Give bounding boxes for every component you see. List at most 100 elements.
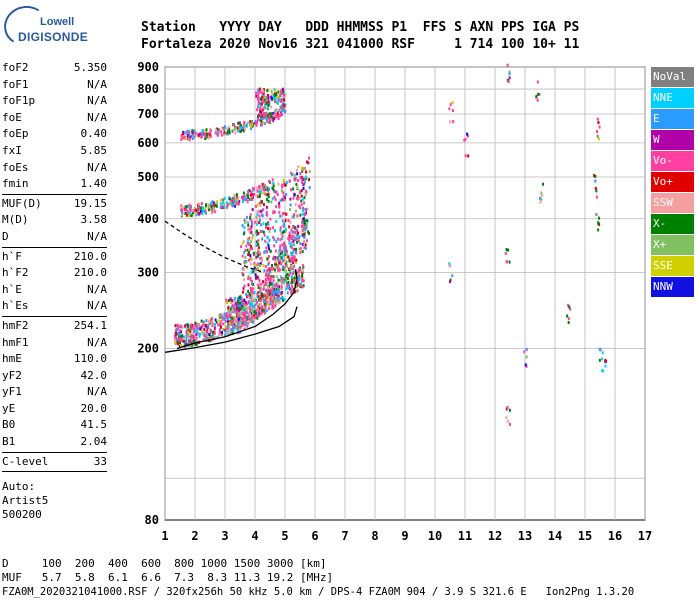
echo-point [199,209,202,213]
echo-point [246,294,249,298]
echo-point [264,103,267,107]
echo-point [303,235,306,239]
echo-point [288,179,291,183]
echo-point [201,323,204,327]
echo-point [277,264,280,268]
param-name: hmE [2,352,22,366]
echo-point [282,246,285,250]
echo-point [205,132,208,136]
echo-point [194,321,197,325]
echo-point [188,203,191,207]
echo-point [506,63,509,67]
echo-point [244,300,247,304]
echo-point [209,207,212,211]
echo-point [233,308,236,312]
echo-point [262,208,265,212]
echo-point [185,336,188,340]
echo-point [302,178,305,182]
echo-point [200,319,203,323]
echo-point [269,283,272,287]
echo-point [200,202,203,206]
param-value: N/A [87,160,107,174]
echo-point [254,314,257,318]
param-row: foE N/A [2,110,107,127]
echo-point [216,127,219,131]
echo-point [295,284,298,288]
echo-point [266,119,269,123]
echo-point [540,197,543,201]
echo-point [228,298,231,302]
divider [2,315,107,317]
echo-point [274,260,277,264]
echo-point [250,231,253,235]
echo-point [268,112,271,116]
echo-point [256,118,259,122]
echo-point [250,247,253,251]
echo-point [281,243,284,247]
echo-point [300,166,303,170]
echo-point [601,351,604,355]
echo-point [228,128,231,132]
echo-point [301,274,304,278]
echo-point [185,343,188,347]
echo-point [176,324,179,328]
echo-point [247,258,250,262]
echo-point [270,292,273,296]
echo-point [210,211,213,215]
echo-point [249,293,252,297]
echo-point [284,93,287,97]
echo-point [277,278,280,282]
echo-point [240,303,243,307]
echo-point [598,216,601,220]
echo-point [257,99,260,103]
echo-point [194,131,197,135]
echo-point [256,248,259,252]
echo-point [245,215,248,219]
echo-point [279,99,282,103]
echo-point [286,264,289,268]
echo-point [288,287,291,291]
echo-point [204,211,207,215]
echo-point [214,318,217,322]
echo-point [464,137,467,141]
echo-point [269,227,272,231]
echo-point [207,323,210,327]
echo-point [235,199,238,203]
echo-point [279,253,282,257]
echo-point [255,91,258,95]
echo-point [257,104,260,108]
echo-point [184,324,187,328]
param-value: N/A [87,94,107,108]
echo-point [241,301,244,305]
legend-item: NoVal [651,67,694,87]
echo-point [242,319,245,323]
echo-point [277,291,280,295]
echo-point [297,268,300,272]
echo-point [265,225,268,229]
echo-point [258,201,261,205]
echo-point [226,127,229,131]
y-tick-label: 700 [137,107,159,121]
echo-point [241,128,244,132]
echo-point [254,220,257,224]
echo-point [244,308,247,312]
echo-point [254,119,257,123]
echo-point [255,123,258,127]
x-tick-label: 7 [341,529,348,543]
echo-point [181,213,184,217]
param-name: foEp [2,127,29,141]
echo-point [208,205,211,209]
echo-point [270,282,273,286]
echo-point [296,275,299,279]
echo-point [303,213,306,217]
echo-point [601,369,604,373]
echo-point [267,277,270,281]
echo-point [279,238,282,242]
divider [2,471,107,473]
echo-point [210,205,213,209]
echo-point [183,135,186,139]
echo-point [236,126,239,130]
echo-point [255,244,258,248]
echo-point [281,295,284,299]
echo-point [193,323,196,327]
